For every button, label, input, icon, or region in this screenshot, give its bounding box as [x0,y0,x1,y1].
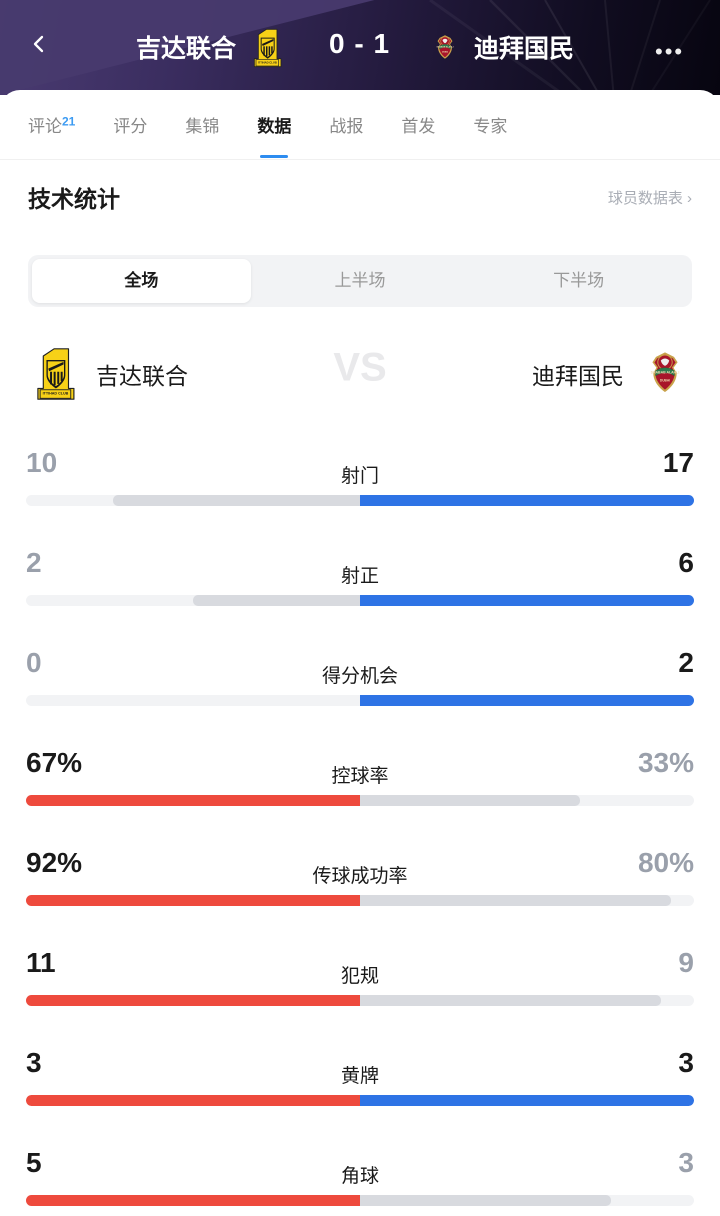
svg-text:SHABAB ALAHLI: SHABAB ALAHLI [651,370,680,374]
svg-text:ITTIHAD CLUB: ITTIHAD CLUB [43,392,69,396]
svg-text:ITTIHAD CLUB: ITTIHAD CLUB [258,60,277,64]
svg-text:DUBAI: DUBAI [660,379,670,383]
